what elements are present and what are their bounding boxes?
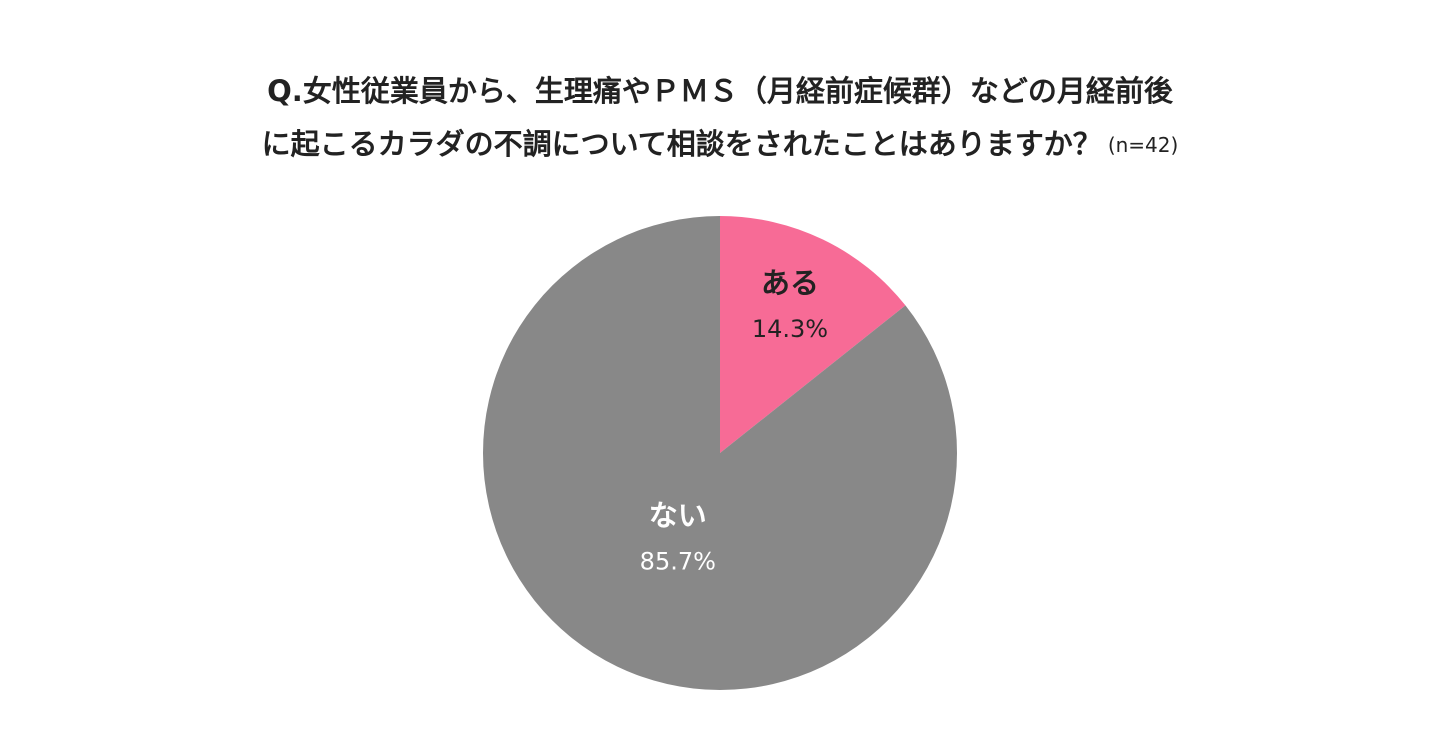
chart-subtitle: (n=42) — [1108, 133, 1179, 157]
pie-slice — [720, 216, 906, 453]
chart-title-line: に起こるカラダの不調について相談をされたことはありますか？ (n=42) — [262, 127, 1179, 161]
value-label: 85.7% — [640, 548, 716, 576]
value-label: 14.3% — [752, 315, 828, 343]
pie-slice — [483, 216, 958, 690]
chart-title: Q.女性従業員から、生理痛やＰＭＳ（月経前症候群）などの月経前後 — [267, 74, 1174, 108]
slice-label: ない — [649, 499, 707, 533]
slice-label: ある — [761, 266, 819, 300]
chart-title: に起こるカラダの不調について相談をされたことはありますか？ — [262, 127, 1102, 161]
